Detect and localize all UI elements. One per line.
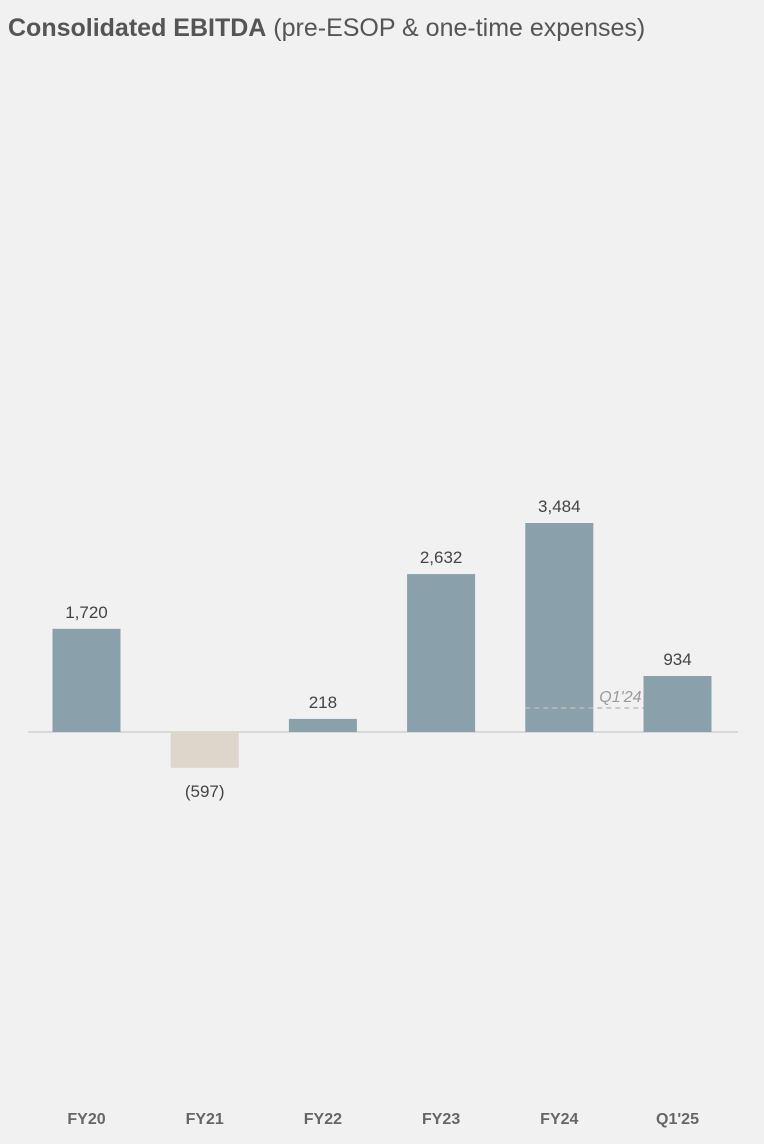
data-label-fy23: 2,632 [420, 548, 463, 567]
reference-line-group: Q1'24 [525, 689, 644, 709]
category-label-fy21: FY21 [186, 1111, 224, 1128]
bar-fy24 [525, 523, 594, 732]
data-label-q1-25: 934 [663, 650, 691, 669]
data-labels-group: 1,720 (597) 218 2,632 3,484 934 [65, 497, 691, 801]
data-label-fy20: 1,720 [65, 603, 108, 622]
reference-line-label: Q1'24 [599, 689, 641, 706]
bar-q1-25 [643, 676, 712, 732]
category-label-q1-25: Q1'25 [656, 1111, 699, 1128]
chart-title-main: Consolidated EBITDA [8, 14, 267, 42]
bar-fy21 [170, 732, 239, 768]
category-label-fy20: FY20 [67, 1111, 105, 1128]
category-labels-group: FY20 FY21 FY22 FY23 FY24 Q1'25 [67, 1111, 699, 1128]
data-label-fy24: 3,484 [538, 497, 581, 516]
category-label-fy24: FY24 [540, 1111, 578, 1128]
data-label-fy22: 218 [309, 693, 337, 712]
bars-group [52, 523, 712, 768]
bar-fy22 [288, 718, 357, 732]
category-label-fy22: FY22 [304, 1111, 342, 1128]
category-label-fy23: FY23 [422, 1111, 460, 1128]
data-label-fy21: (597) [185, 782, 225, 801]
chart-title: Consolidated EBITDA (pre-ESOP & one-time… [8, 14, 645, 43]
bar-fy20 [52, 628, 121, 732]
bar-fy23 [407, 574, 476, 732]
chart-title-subtitle: (pre-ESOP & one-time expenses) [273, 14, 646, 42]
